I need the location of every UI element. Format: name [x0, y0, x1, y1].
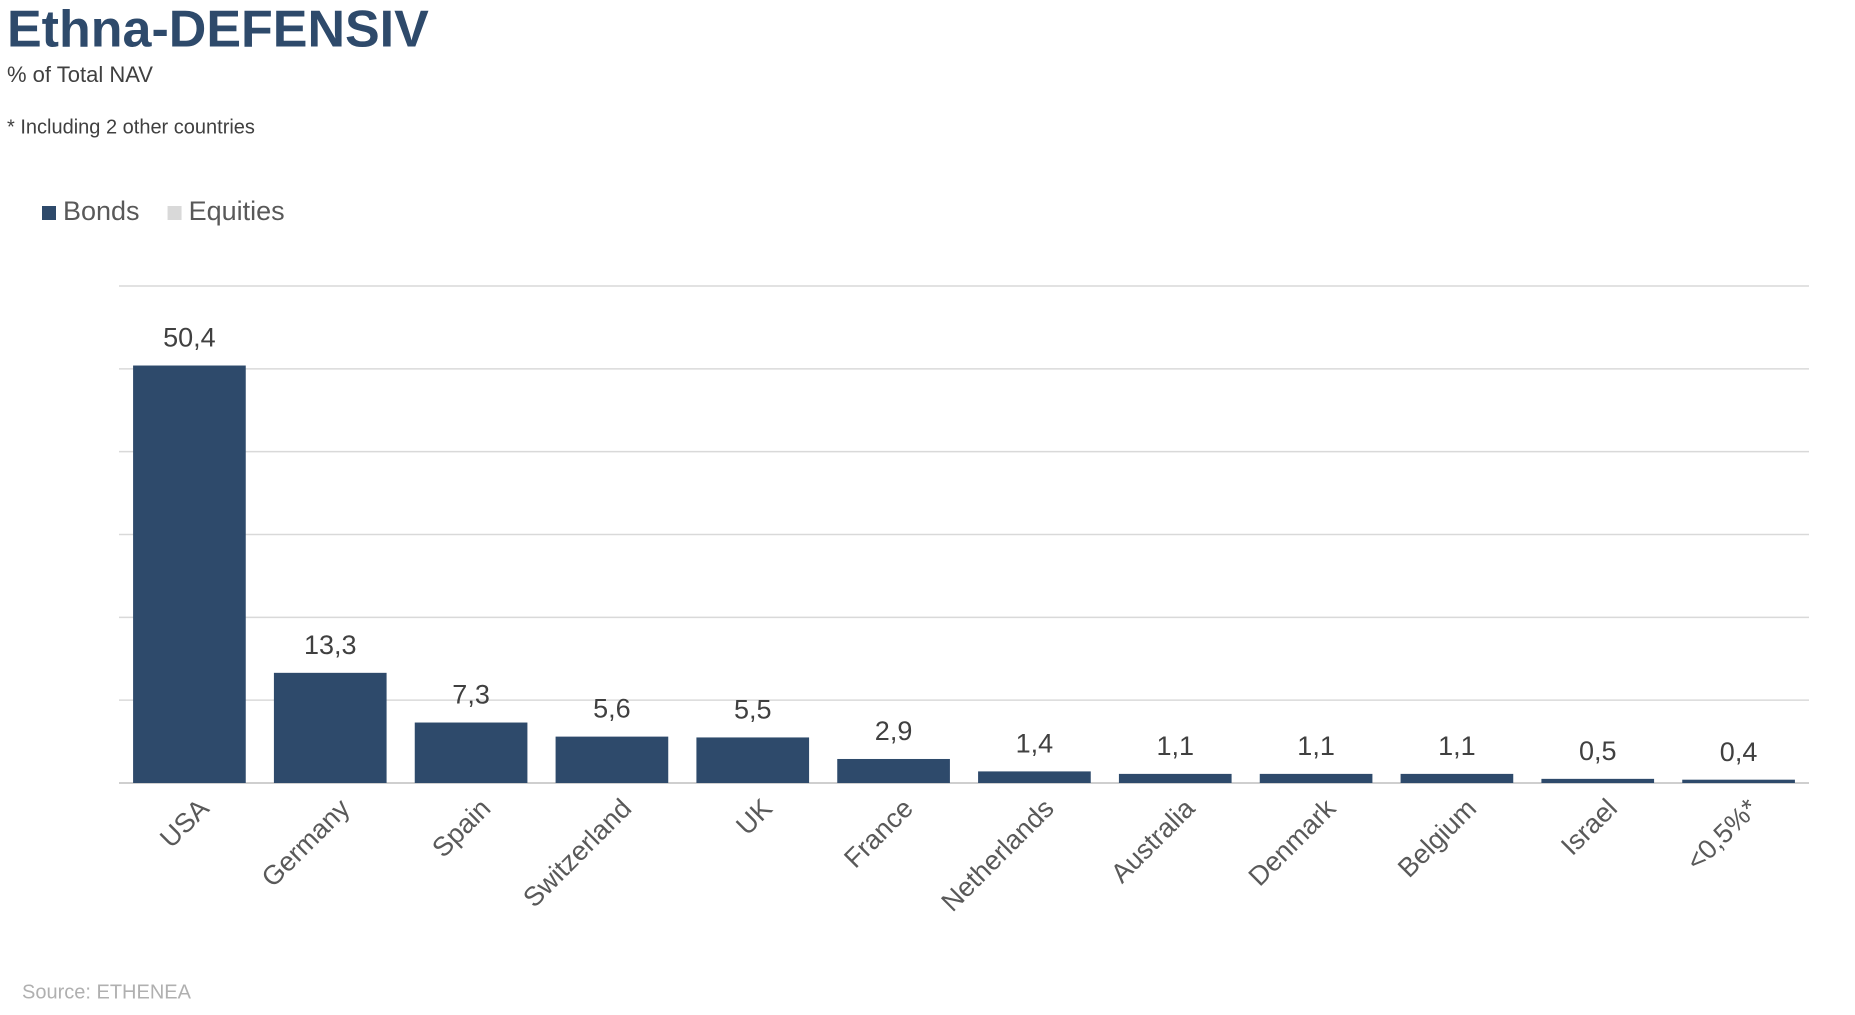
data-label: 1,4: [1016, 729, 1054, 759]
x-tick-label: Israel: [1555, 793, 1623, 861]
source: Source: ETHENEA: [22, 981, 192, 1003]
bar: [133, 365, 246, 783]
data-label: 0,5: [1579, 736, 1617, 766]
bar: [1400, 773, 1514, 783]
bar: [1682, 779, 1795, 783]
bar: [1541, 778, 1655, 783]
legend-swatch: [42, 206, 56, 220]
data-label: 7,3: [452, 680, 490, 710]
data-label: 13,3: [304, 630, 357, 660]
x-tick-label: Switzerland: [517, 793, 637, 913]
annotation: * Including 2 other countries: [7, 116, 255, 138]
chart-subtitle: % of Total NAV: [7, 62, 153, 87]
x-tick-label: Australia: [1105, 792, 1201, 888]
data-label: 2,9: [875, 716, 913, 746]
data-label: 0,4: [1720, 737, 1758, 767]
bar: [414, 722, 528, 783]
legend-label: Bonds: [63, 196, 140, 226]
data-label: 1,1: [1156, 731, 1194, 761]
bar: [696, 737, 810, 783]
data-label: 50,4: [163, 323, 216, 353]
x-tick-label: Germany: [256, 793, 356, 893]
data-label: 1,1: [1297, 731, 1335, 761]
x-tick-label: Spain: [426, 793, 496, 863]
legend-swatch: [167, 206, 182, 220]
legend-label: Equities: [189, 196, 285, 226]
x-tick-label: Denmark: [1243, 793, 1342, 892]
bar: [555, 736, 669, 783]
bar: [1259, 773, 1373, 783]
bar: [837, 758, 950, 783]
bar: [273, 672, 387, 783]
x-tick-label: Belgium: [1392, 793, 1482, 883]
data-label: 5,6: [593, 694, 631, 724]
data-label: 5,5: [734, 695, 772, 725]
x-tick-label: <0,5%*: [1681, 793, 1765, 877]
data-label: 1,1: [1438, 731, 1476, 761]
bar: [1118, 773, 1232, 783]
x-tick-label: USA: [154, 793, 214, 853]
x-tick-label: Netherlands: [936, 793, 1060, 917]
x-tick-label: France: [838, 793, 919, 874]
chart-title: Ethna-DEFENSIV: [7, 1, 429, 59]
x-tick-label: UK: [730, 793, 778, 841]
bar: [978, 771, 1091, 783]
